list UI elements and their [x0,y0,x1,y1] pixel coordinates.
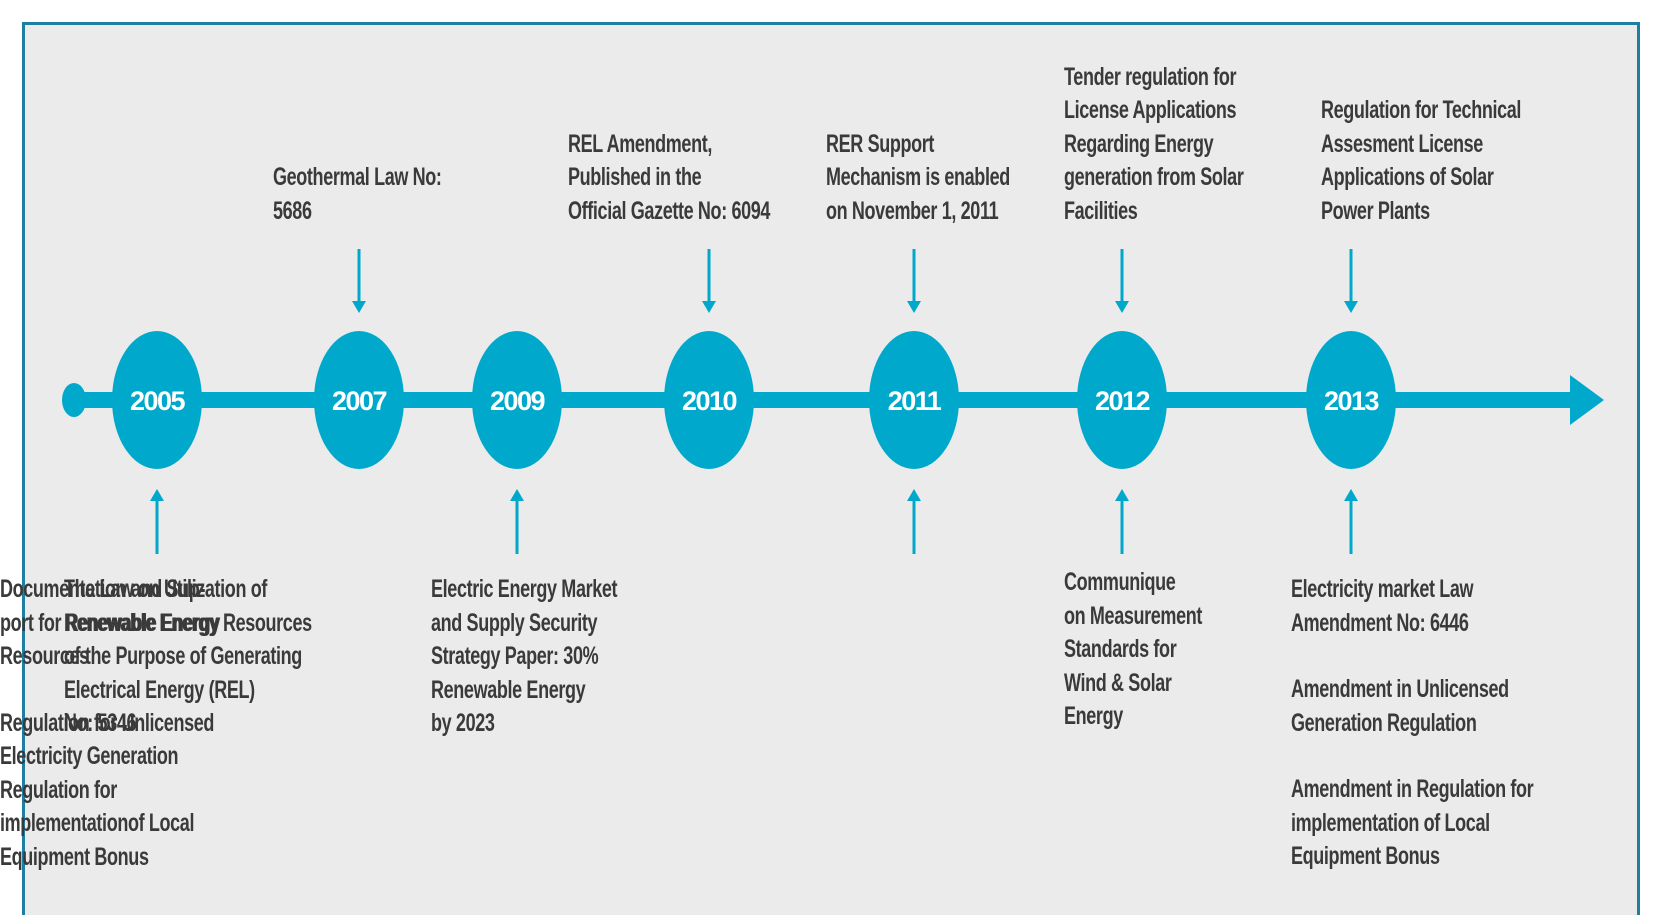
paragraph: Geothermal Law No: 5686 [273,161,442,228]
paragraph: Communique on Measurement Standards for Win… [1064,566,1202,734]
paragraph: The Law on Utilization of Renewable Energ… [64,573,312,741]
paragraph: Regulation for Unlicensed Electricity Gen… [0,707,220,875]
text-line: Facilities [1064,196,1138,225]
down-arrow-head [1344,301,1358,313]
text-line: RER Support [826,129,935,158]
text-line: Geothermal Law No: [273,163,442,191]
up-arrow-head [1344,489,1358,501]
text-line: Regarding Energy [1064,129,1214,158]
paragraph: Electricity market Law Amendment No: 6446 [1291,573,1533,640]
text-line: Wind & Solar [1064,668,1172,697]
text-line: Published in the [568,163,702,191]
year-label: 2009 [490,386,546,416]
text-line: and Supply Security [431,608,598,637]
text-line: implementation of Local [1291,808,1490,837]
paragraph: Regulation for Technical Assesment Licens… [1321,94,1521,228]
year-label: 2005 [130,386,186,416]
year-node [472,331,562,469]
text-line: Electricity market Law [1291,575,1474,603]
text-line: Power Plants [1321,196,1430,225]
below-text: Electricity market Law Amendment No: 6446… [1291,573,1534,874]
text-line: Electricity Generation [0,742,179,770]
text-line: Resources [0,642,89,670]
year-label: 2010 [682,386,737,416]
text-line: by 2023 [431,709,495,737]
paragraph: Amendment in Unlicensed Generation Regula… [1291,673,1533,740]
below-text: Communique on Measurement Standards for Win… [1064,566,1202,734]
paragraph: Tender regulation for License Application… [1064,61,1244,229]
text-line: Amendment in Unlicensed [1291,675,1509,703]
year-node [112,331,202,469]
down-arrow-head [907,301,921,313]
paragraph: REL Amendment, Published in the Official G… [568,128,770,229]
above-text: RER Support Mechanism is enabled on Novemb… [826,128,1010,229]
text-line: Communique [1064,568,1176,596]
year-label: 2013 [1324,386,1380,416]
text-line: Regulation for Unlicensed [0,708,215,737]
up-arrow-head [1115,489,1129,501]
text-line: Documentation and Sup- [0,575,206,603]
year-node [869,331,959,469]
below-text: The Law on Utilization of Renewable Energ… [64,573,312,741]
text-line: Regulation for Technical [1321,96,1522,124]
text-line: Generation Regulation [1291,708,1477,737]
text-line: Electric Energy Market [431,575,618,603]
paragraph: Documentation and Sup-port for Renewable… [0,573,220,674]
text-line: Official Gazette No: 6094 [568,196,771,225]
up-arrow-head [150,489,164,501]
below-text: Electric Energy Market and Supply Securit… [431,573,618,741]
down-arrow-head [1115,301,1129,313]
down-arrow-head [702,301,716,313]
text-line: Amendment No: 6446 [1291,608,1469,637]
text-line: License Applications [1064,96,1237,124]
paragraph: Amendment in Regulation for implementatio… [1291,773,1534,874]
timeline-start [62,383,86,417]
text-line: Equipment Bonus [0,842,149,871]
text-line: REL Amendment, [568,129,712,158]
text-line: Tender regulation for [1064,62,1237,91]
up-arrow-head [510,489,524,501]
text-line: Electrical Energy (REL) [64,675,255,704]
text-line: Regulation for [0,775,117,804]
text-line: Equipment Bonus [1291,842,1440,870]
above-text: REL Amendment, Published in the Official G… [568,128,770,229]
paragraph: RER Support Mechanism is enabled on Novemb… [826,128,1010,229]
text-line: Applications of Solar [1321,163,1494,191]
text-line: implementationof Local [0,809,195,837]
year-node [664,331,754,469]
down-arrow-head [352,301,366,313]
year-node [314,331,404,469]
text-line: Renewable Energy [431,675,586,704]
year-label: 2012 [1095,386,1150,416]
year-label: 2011 [888,386,942,416]
text-line: Energy [1064,702,1123,730]
text-line: Amendment in Regulation for [1291,775,1534,803]
paragraph: Electric Energy Market and Supply Securit… [431,573,618,741]
year-node [1077,331,1167,469]
year-node [1306,331,1396,469]
timeline-panel [22,22,1640,915]
text-line: on November 1, 2011 [826,196,999,225]
text-line: No: 5346 [64,709,137,737]
year-label: 2007 [332,386,387,416]
text-line: generation from Solar [1064,163,1244,191]
text-line: of the Purpose of Generating [64,642,302,670]
text-line: on Measurement [1064,601,1203,630]
above-text: Tender regulation for License Application… [1064,61,1244,229]
above-text: Regulation for Technical Assesment Licens… [1321,94,1521,228]
text-line: Assesment License [1321,129,1483,158]
text-line: Standards for [1064,635,1177,663]
text-line: port for Renewable Energy [0,608,221,637]
text-line: Renewable Energy Resources [64,608,312,637]
text-line: 5686 [273,196,312,225]
below-text: Documentation and Sup-port for Renewable… [0,573,220,874]
text-line: Mechanism is enabled [826,163,1010,191]
up-arrow-head [907,489,921,501]
text-line: The Law on Utilization of [64,575,267,603]
timeline-arrowhead [1570,375,1604,425]
above-text: Geothermal Law No: 5686 [273,161,442,228]
text-line: Strategy Paper: 30% [431,642,599,670]
